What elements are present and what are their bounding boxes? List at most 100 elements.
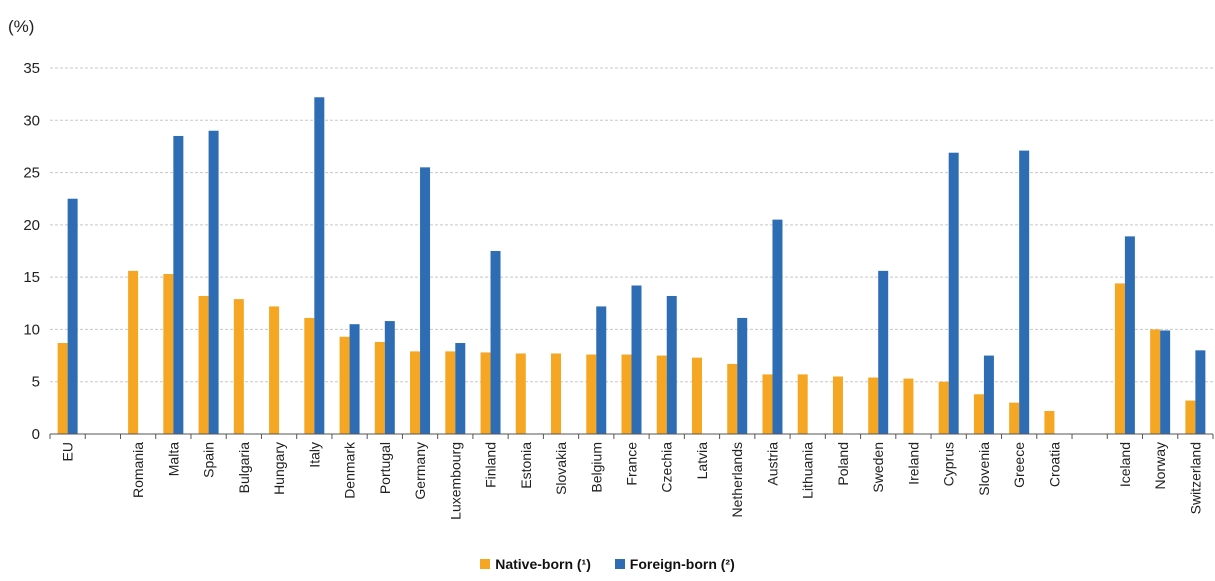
- bar-foreign-born: [631, 285, 642, 434]
- y-tick-label: 20: [23, 217, 40, 234]
- bars: [57, 97, 1206, 435]
- x-tick-label: Portugal: [377, 442, 393, 494]
- legend-label-native-born: Native-born (¹): [495, 556, 591, 572]
- bar-chart: (%) 0 5 10 15 20 25 30 35 EU Romania Malta Spain Bu…: [8, 17, 1214, 520]
- bar-native-born: [128, 270, 139, 434]
- x-tick-label: Germany: [412, 442, 428, 500]
- x-tick-label: Norway: [1152, 442, 1168, 489]
- bar-foreign-born: [1160, 330, 1171, 434]
- x-tick-label: Switzerland: [1187, 442, 1203, 514]
- x-tick-label: France: [624, 442, 640, 486]
- x-tick-label: Luxembourg: [447, 442, 463, 520]
- x-tick-label: Spain: [201, 442, 217, 478]
- x-tick-label: Slovenia: [976, 442, 992, 496]
- bar-native-born: [480, 352, 491, 434]
- bar-native-born: [410, 351, 421, 434]
- y-tick-label: 10: [23, 321, 40, 338]
- bar-foreign-born: [349, 324, 360, 434]
- x-tick-label: Greece: [1011, 442, 1027, 488]
- y-tick-label: 5: [32, 374, 40, 391]
- bar-native-born: [304, 317, 315, 434]
- x-tick-label: Austria: [764, 442, 780, 486]
- bar-native-born: [1114, 283, 1125, 434]
- x-tick-label: Hungary: [271, 442, 287, 495]
- x-tick-label: Latvia: [694, 442, 710, 480]
- x-tick-label: Malta: [165, 442, 181, 476]
- bar-native-born: [938, 381, 949, 434]
- bar-foreign-born: [455, 343, 466, 434]
- legend-label-foreign-born: Foreign-born (²): [629, 556, 735, 572]
- bar-foreign-born: [314, 97, 325, 434]
- bar-native-born: [621, 354, 632, 434]
- x-tick-label: Estonia: [518, 442, 534, 489]
- legend: Native-born (¹) Foreign-born (²): [0, 556, 1215, 572]
- bar-native-born: [551, 353, 562, 434]
- x-tick-label: Bulgaria: [236, 442, 252, 494]
- x-tick-label: Netherlands: [729, 442, 745, 518]
- bar-foreign-born: [772, 219, 783, 434]
- bar-foreign-born: [666, 295, 677, 434]
- bar-foreign-born: [1019, 150, 1030, 434]
- bar-native-born: [374, 341, 385, 434]
- x-tick-label: Croatia: [1046, 442, 1062, 487]
- bar-native-born: [797, 374, 808, 434]
- bar-native-born: [727, 363, 738, 434]
- bar-native-born: [656, 355, 667, 434]
- x-tick-label: Belgium: [588, 442, 604, 493]
- y-tick-label: 15: [23, 269, 40, 286]
- bar-foreign-born: [490, 251, 501, 434]
- bar-native-born: [339, 336, 350, 434]
- bar-native-born: [198, 295, 209, 434]
- x-tick-label: Italy: [306, 442, 322, 468]
- bar-foreign-born: [737, 317, 748, 434]
- bar-native-born: [269, 306, 280, 434]
- y-axis-ticks: 0 5 10 15 20 25 30 35: [23, 60, 40, 443]
- bar-native-born: [903, 378, 914, 434]
- bar-foreign-born: [983, 355, 994, 434]
- bar-foreign-born: [1195, 350, 1206, 434]
- bar-native-born: [1044, 410, 1055, 434]
- legend-item-native-born: Native-born (¹): [480, 556, 591, 572]
- bar-foreign-born: [948, 152, 959, 434]
- legend-item-foreign-born: Foreign-born (²): [614, 556, 735, 572]
- bar-foreign-born: [173, 135, 184, 434]
- y-axis-unit-label: (%): [8, 17, 34, 36]
- bar-native-born: [1009, 402, 1020, 434]
- x-tick-label: Slovakia: [553, 442, 569, 495]
- x-tick-label: Romania: [130, 442, 146, 498]
- x-tick-label: Lithuania: [800, 442, 816, 499]
- y-tick-label: 25: [23, 165, 40, 182]
- bar-native-born: [233, 299, 244, 434]
- legend-swatch-foreign-born: [614, 559, 625, 569]
- x-axis: EU Romania Malta Spain Bulgaria Hungary Italy D…: [49, 433, 1214, 520]
- y-tick-label: 0: [32, 426, 40, 443]
- bar-native-born: [57, 343, 68, 434]
- x-tick-label: EU: [60, 442, 76, 461]
- bar-foreign-born: [596, 306, 607, 434]
- x-tick-label: Cyprus: [941, 442, 957, 486]
- x-tick-label: Finland: [483, 442, 499, 488]
- bar-native-born: [973, 394, 984, 434]
- x-tick-label: Iceland: [1117, 442, 1133, 487]
- bar-native-born: [445, 351, 456, 434]
- bar-foreign-born: [384, 321, 395, 434]
- bar-native-born: [163, 274, 174, 434]
- x-tick-label: Sweden: [870, 442, 886, 493]
- bar-native-born: [515, 353, 526, 434]
- legend-swatch-native-born: [480, 559, 491, 569]
- bar-native-born: [1185, 400, 1196, 434]
- bar-native-born: [586, 354, 597, 434]
- y-tick-label: 35: [23, 60, 40, 77]
- bar-native-born: [691, 357, 702, 434]
- bar-foreign-born: [208, 130, 219, 434]
- x-tick-label: Czechia: [659, 442, 675, 493]
- y-tick-label: 30: [23, 112, 40, 129]
- bar-native-born: [832, 376, 843, 434]
- x-tick-label: Ireland: [905, 442, 921, 485]
- bar-foreign-born: [420, 167, 431, 435]
- bar-native-born: [868, 377, 879, 434]
- x-tick-label: Poland: [835, 442, 851, 486]
- bar-native-born: [762, 374, 773, 434]
- bar-native-born: [1150, 329, 1161, 434]
- bar-foreign-born: [67, 198, 78, 434]
